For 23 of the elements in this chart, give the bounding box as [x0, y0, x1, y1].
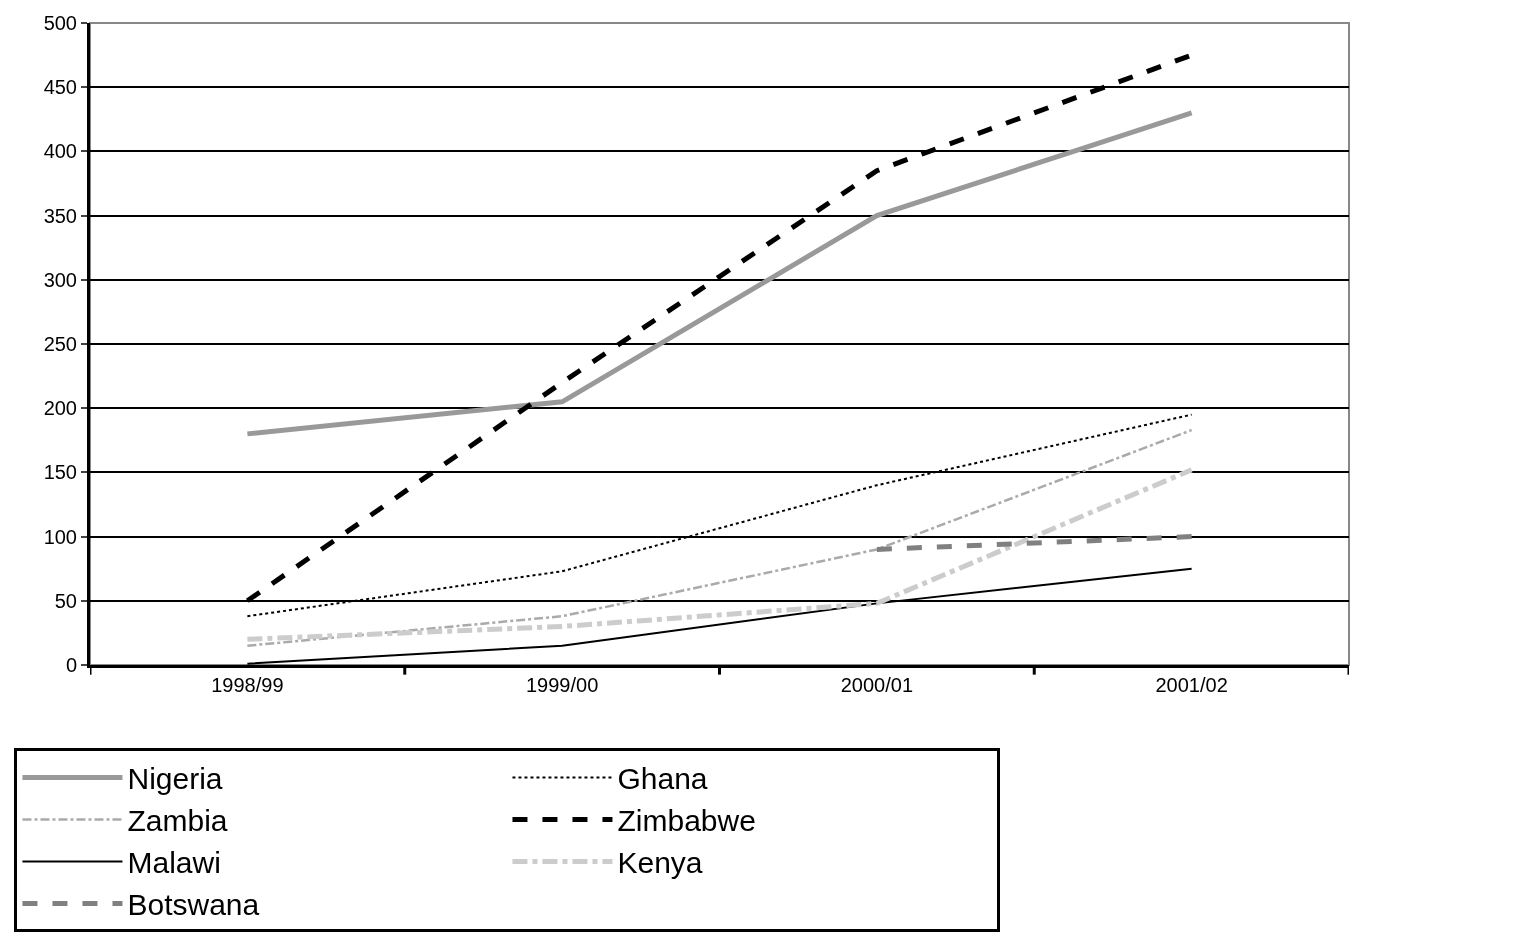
y-tick-label: 0: [65, 654, 77, 676]
y-tick-label: 350: [43, 204, 77, 227]
legend-label: Botswana: [127, 888, 260, 922]
legend-label: Zimbabwe: [617, 804, 756, 838]
y-tick-label: 150: [43, 461, 77, 484]
x-tick-label: 2000/01: [840, 674, 914, 696]
legend-label: Malawi: [127, 846, 221, 880]
x-tick-label: 2001/02: [1155, 674, 1228, 696]
y-tick-label: 500: [43, 12, 77, 34]
legend-label: Zambia: [127, 804, 228, 838]
x-tick-label: 1999/00: [525, 674, 599, 696]
y-tick-label: 50: [54, 589, 77, 612]
line-series: [246, 428, 1193, 647]
y-tick-label: 450: [43, 76, 77, 99]
legend-label: Ghana: [617, 762, 708, 796]
legend-label: Kenya: [617, 846, 703, 880]
y-tick-label: 400: [43, 140, 77, 163]
y-tick-label: 100: [43, 525, 77, 548]
x-tick-label: 1998/99: [211, 674, 284, 696]
y-tick-label: 200: [43, 397, 77, 420]
legend-label: Nigeria: [127, 762, 223, 796]
y-tick-label: 250: [43, 333, 77, 355]
y-tick-label: 300: [43, 268, 77, 291]
